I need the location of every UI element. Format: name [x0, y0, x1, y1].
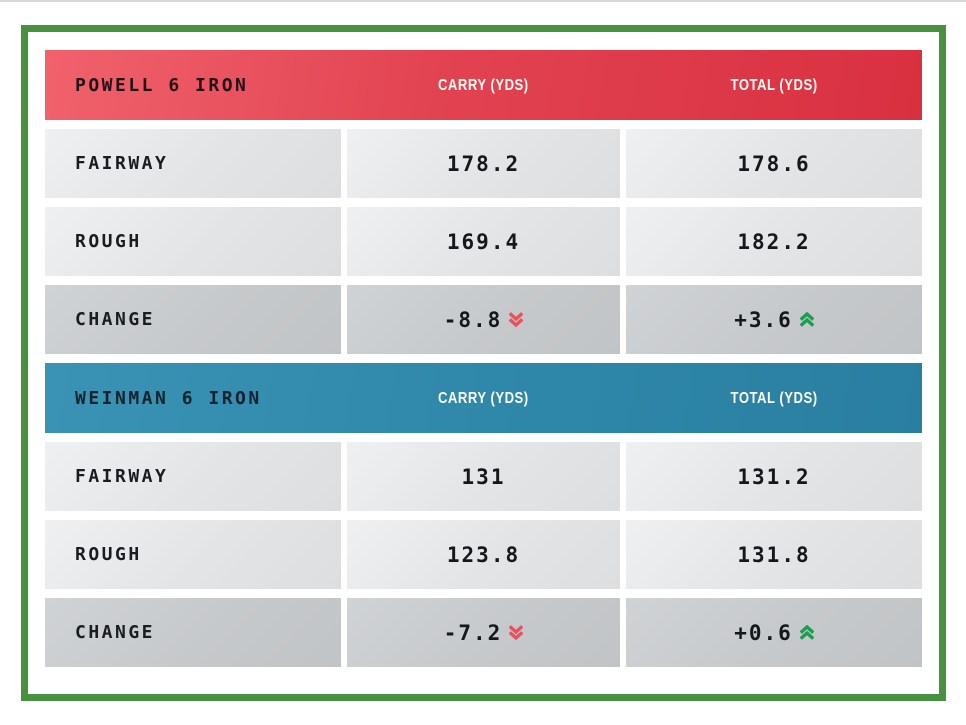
total-value: 182.2 [626, 207, 922, 276]
top-border-line [0, 0, 966, 2]
weinman-header-bar: WEINMAN 6 IRON CARRY (YDS) TOTAL (YDS) [45, 363, 922, 433]
row-label: FAIRWAY [45, 442, 341, 511]
table-row-fairway: FAIRWAY 131 131.2 [45, 442, 922, 511]
total-value: +3.6 [626, 285, 922, 354]
table-row-rough: ROUGH 123.8 131.8 [45, 520, 922, 589]
powell-table: POWELL 6 IRON CARRY (YDS) TOTAL (YDS) FA… [45, 50, 922, 354]
carry-value: 123.8 [347, 520, 620, 589]
table-row-fairway: FAIRWAY 178.2 178.6 [45, 129, 922, 198]
row-label: ROUGH [45, 207, 341, 276]
value-text: 178.2 [446, 151, 521, 176]
table-title: WEINMAN 6 IRON [75, 387, 262, 409]
value-text: 131.2 [737, 464, 811, 489]
carry-value: 131 [347, 442, 620, 511]
total-column-header: TOTAL (YDS) [626, 388, 922, 408]
value-text: 169.4 [446, 229, 521, 254]
carry-value: 178.2 [347, 129, 620, 198]
powell-header-bar: POWELL 6 IRON CARRY (YDS) TOTAL (YDS) [45, 50, 922, 120]
total-value: +0.6 [626, 598, 922, 667]
table-row-rough: ROUGH 169.4 182.2 [45, 207, 922, 276]
green-frame: POWELL 6 IRON CARRY (YDS) TOTAL (YDS) FA… [21, 25, 946, 701]
value-text: 123.8 [446, 542, 521, 567]
value-text: 131.8 [737, 542, 811, 567]
carry-value: 169.4 [347, 207, 620, 276]
total-value: 131.2 [626, 442, 922, 511]
carry-column-header-label: CARRY (YDS) [438, 390, 529, 407]
weinman-table: WEINMAN 6 IRON CARRY (YDS) TOTAL (YDS) F… [45, 363, 922, 667]
total-column-header-label: TOTAL (YDS) [730, 77, 818, 94]
total-column-header-label: TOTAL (YDS) [730, 390, 818, 407]
row-label: ROUGH [45, 520, 341, 589]
trend-up-icon [799, 312, 814, 327]
row-label: CHANGE [45, 285, 341, 354]
value-text: 182.2 [737, 229, 811, 254]
row-label: CHANGE [45, 598, 341, 667]
carry-column-header-label: CARRY (YDS) [438, 77, 529, 94]
trend-up-icon [799, 625, 814, 640]
table-row-change: CHANGE -8.8 +3.6 [45, 285, 922, 354]
total-value: 178.6 [626, 129, 922, 198]
trend-down-icon [509, 312, 524, 327]
value-text: -8.8 [443, 307, 503, 332]
value-text: 178.6 [737, 151, 811, 176]
carry-value: -7.2 [347, 598, 620, 667]
carry-column-header: CARRY (YDS) [347, 388, 620, 408]
value-text: -7.2 [443, 620, 503, 645]
value-text: +3.6 [734, 307, 793, 332]
carry-value: -8.8 [347, 285, 620, 354]
table-title: POWELL 6 IRON [75, 74, 249, 96]
table-row-change: CHANGE -7.2 +0.6 [45, 598, 922, 667]
value-text: 131 [461, 464, 506, 489]
row-label: FAIRWAY [45, 129, 341, 198]
trend-down-icon [509, 625, 524, 640]
total-column-header: TOTAL (YDS) [626, 75, 922, 95]
total-value: 131.8 [626, 520, 922, 589]
value-text: +0.6 [734, 620, 793, 645]
carry-column-header: CARRY (YDS) [347, 75, 620, 95]
